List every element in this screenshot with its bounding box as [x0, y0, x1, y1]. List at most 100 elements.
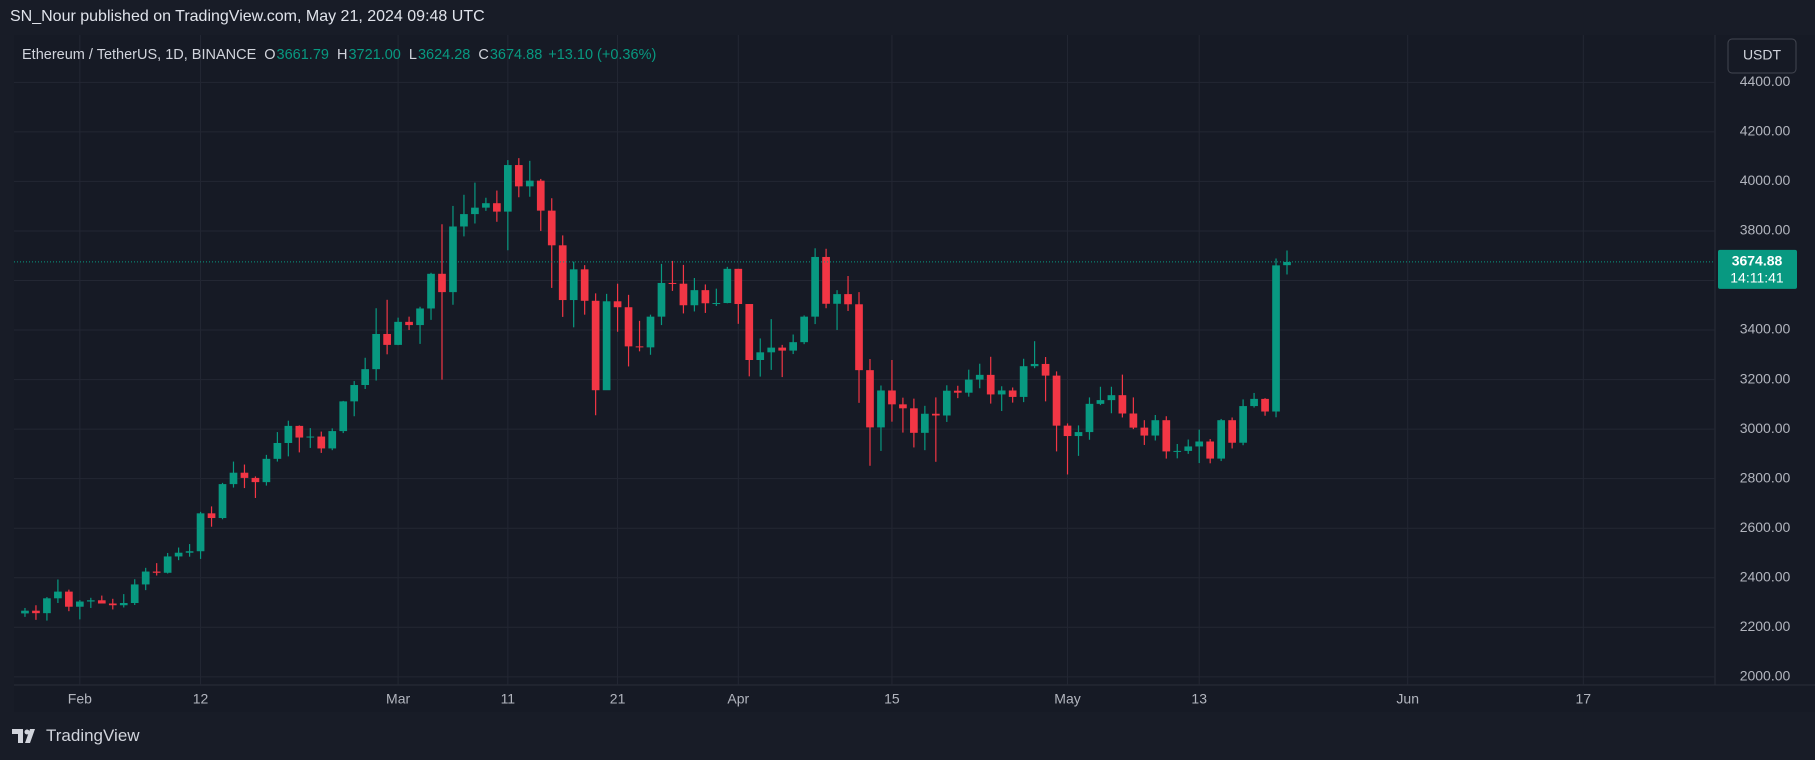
candle-body	[383, 333, 391, 345]
candle-body	[1030, 363, 1039, 367]
candle-body	[54, 591, 62, 599]
candle-body	[646, 316, 655, 348]
candle-body	[163, 556, 172, 573]
candle-body	[416, 308, 424, 326]
last-price-label: 3674.88	[1732, 253, 1783, 269]
candle-body	[262, 458, 271, 483]
symbol-legend: Ethereum / TetherUS, 1D, BINANCE O3661.79…	[22, 47, 656, 63]
candle-body	[130, 584, 139, 604]
logo-dot	[24, 729, 30, 735]
ohlc-key: L	[409, 47, 417, 63]
candle-body	[1217, 420, 1226, 459]
tradingview-logo	[12, 729, 35, 743]
candle-body	[1107, 395, 1116, 401]
candle-body	[174, 552, 183, 557]
ohlc-value: 3674.88	[490, 47, 542, 63]
candle-body	[350, 385, 359, 402]
candle-body	[229, 472, 238, 485]
y-tick-label: 4200.00	[1740, 123, 1791, 139]
candle-body	[372, 333, 380, 370]
candle-body	[997, 390, 1006, 395]
candle-body	[734, 268, 743, 305]
candle-body	[514, 165, 523, 187]
candle-body	[141, 571, 150, 585]
y-tick-label: 2400.00	[1740, 568, 1791, 584]
price-change: +13.10 (+0.36%)	[548, 47, 656, 63]
candle-body	[1063, 425, 1072, 437]
candle-body	[449, 226, 457, 293]
candle-body	[591, 300, 600, 391]
candle-body	[1162, 420, 1171, 452]
candle-body	[921, 413, 929, 433]
candle-body	[602, 301, 611, 391]
candle-body	[931, 413, 940, 416]
publisher-banner: SN_Nour published on TradingView.com, Ma…	[10, 8, 485, 25]
candle-body	[953, 390, 962, 393]
x-tick-label: Jun	[1396, 691, 1419, 707]
candle-body	[339, 401, 348, 432]
logo-shape	[12, 729, 35, 743]
candle-body	[910, 408, 918, 433]
candle-body	[569, 269, 578, 301]
candle-body	[1261, 398, 1269, 412]
x-tick-label: 11	[501, 691, 516, 707]
candle-body	[328, 431, 337, 449]
candle-body	[975, 374, 984, 380]
candle-body	[438, 273, 446, 293]
candle-body	[1151, 420, 1160, 436]
candle-body	[361, 369, 370, 386]
candle-body	[844, 294, 852, 305]
candle-body	[240, 472, 249, 478]
candle-body	[86, 600, 95, 602]
candle-body	[547, 210, 556, 246]
last-price-box	[1718, 249, 1797, 289]
ohlc-value: 3624.28	[418, 47, 470, 63]
currency-button-frame[interactable]	[1727, 38, 1797, 74]
candle-body	[1140, 427, 1149, 436]
candle-body	[624, 307, 633, 347]
candle-body	[822, 256, 830, 304]
y-tick-label: 3800.00	[1740, 222, 1791, 238]
y-tick-label: 4400.00	[1740, 73, 1791, 89]
candle-body	[942, 390, 951, 416]
candle-body	[1129, 413, 1138, 428]
candle-body	[536, 180, 545, 211]
candle-body	[1195, 441, 1204, 447]
candle-body	[558, 245, 567, 301]
candle-body	[1272, 265, 1280, 412]
candle-body	[1173, 450, 1182, 452]
currency-button[interactable]: USDT	[1727, 38, 1797, 74]
candle-body	[877, 390, 885, 428]
candle-body	[789, 342, 798, 351]
candle-body	[525, 180, 534, 187]
chart: 2000.00 2200.00 2400.00 2600.00 2800.00 3000.…	[14, 35, 1815, 712]
candle-body	[152, 571, 161, 573]
candle-body	[690, 290, 699, 306]
candle-body	[1184, 446, 1193, 451]
candle-body	[471, 207, 479, 215]
price-axis-background	[1715, 35, 1815, 685]
candle-body	[427, 273, 435, 309]
currency-label[interactable]: USDT	[1743, 47, 1782, 63]
y-tick-label: 4000.00	[1740, 172, 1791, 188]
candle-body	[679, 283, 688, 306]
candle-body	[1096, 400, 1105, 404]
ohlc-key: C	[478, 47, 488, 63]
candle-body	[493, 203, 501, 212]
candle-body	[1250, 398, 1258, 407]
ohlc-value: 3661.79	[277, 47, 329, 63]
x-tick-label: 13	[1191, 691, 1207, 707]
y-tick-label: 2800.00	[1740, 469, 1791, 485]
candle-body	[1283, 261, 1291, 266]
candle-body	[888, 390, 896, 405]
tradingview-wordmark: TradingView	[46, 726, 140, 745]
grid	[14, 35, 1715, 685]
candle-body	[635, 346, 644, 348]
labels: 2000.00 2200.00 2400.00 2600.00 2800.00 3000.…	[14, 73, 1797, 707]
time-axis-background	[14, 685, 1815, 712]
candle-body	[986, 374, 995, 395]
candle-body	[482, 203, 490, 208]
ohlc-key: O	[264, 47, 275, 63]
x-tick-label: 21	[610, 691, 626, 707]
